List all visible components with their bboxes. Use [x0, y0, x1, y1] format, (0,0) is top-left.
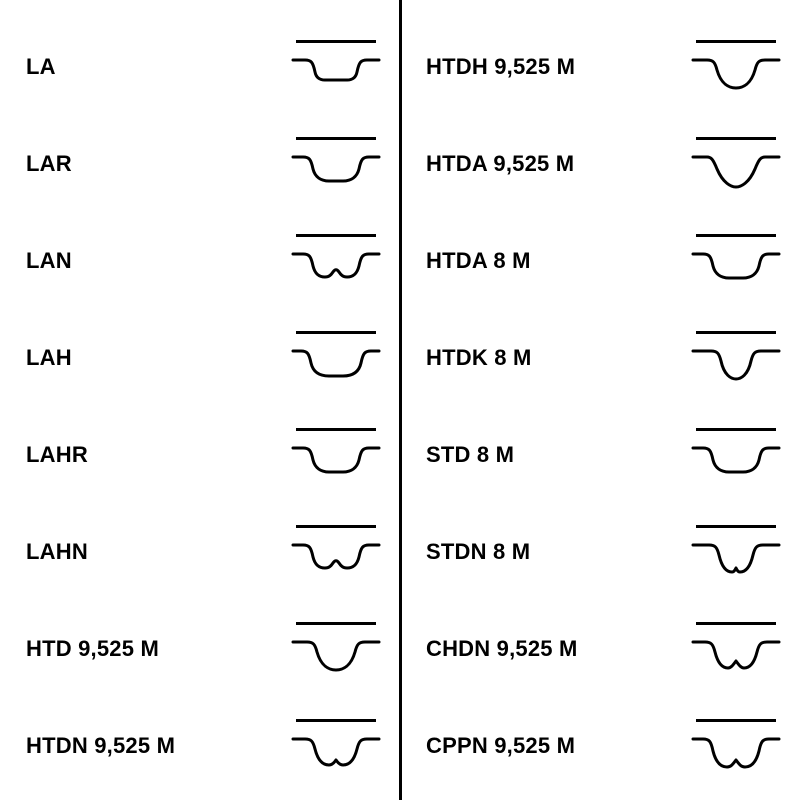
belt-back-line: [296, 137, 376, 140]
profile-glyph: [686, 613, 786, 685]
profile-row: LAN: [0, 212, 400, 309]
tooth-shape-icon: [291, 438, 381, 482]
tooth-shape-icon: [291, 341, 381, 385]
tooth-shape-icon: [291, 535, 381, 579]
belt-back-line: [696, 137, 776, 140]
profile-label: LAHN: [26, 539, 286, 565]
tooth-shape-icon: [691, 729, 781, 773]
profile-glyph: [686, 710, 786, 782]
profile-label: STD 8 M: [426, 442, 686, 468]
belt-back-line: [296, 622, 376, 625]
profile-glyph: [686, 322, 786, 394]
profile-glyph: [686, 128, 786, 200]
tooth-shape-icon: [691, 147, 781, 191]
profile-label: LAH: [26, 345, 286, 371]
profile-row: HTDH 9,525 M: [400, 18, 800, 115]
profile-glyph: [686, 419, 786, 491]
belt-back-line: [296, 525, 376, 528]
profile-glyph: [686, 516, 786, 588]
belt-profile-chart: LA LAR LAN LAH: [0, 0, 800, 800]
belt-back-line: [696, 622, 776, 625]
tooth-shape-icon: [691, 341, 781, 385]
belt-back-line: [696, 525, 776, 528]
profile-glyph: [286, 128, 386, 200]
profile-row: CPPN 9,525 M: [400, 697, 800, 794]
belt-back-line: [296, 40, 376, 43]
tooth-shape-icon: [691, 244, 781, 288]
profile-label: LA: [26, 54, 286, 80]
belt-back-line: [296, 719, 376, 722]
tooth-shape-icon: [691, 535, 781, 579]
profile-row: CHDN 9,525 M: [400, 600, 800, 697]
belt-back-line: [296, 331, 376, 334]
profile-row: LAHN: [0, 503, 400, 600]
profile-row: LAH: [0, 309, 400, 406]
left-column: LA LAR LAN LAH: [0, 0, 400, 800]
tooth-shape-icon: [291, 632, 381, 676]
profile-row: STD 8 M: [400, 406, 800, 503]
profile-label: HTDN 9,525 M: [26, 733, 286, 759]
belt-back-line: [296, 234, 376, 237]
right-column: HTDH 9,525 M HTDA 9,525 M HTDA 8 M HTDK …: [400, 0, 800, 800]
profile-label: LAR: [26, 151, 286, 177]
profile-glyph: [286, 31, 386, 103]
tooth-shape-icon: [291, 729, 381, 773]
profile-row: LA: [0, 18, 400, 115]
belt-back-line: [696, 331, 776, 334]
belt-back-line: [696, 428, 776, 431]
profile-row: HTDA 9,525 M: [400, 115, 800, 212]
profile-glyph: [286, 613, 386, 685]
profile-glyph: [686, 31, 786, 103]
profile-label: HTDH 9,525 M: [426, 54, 686, 80]
tooth-shape-icon: [291, 50, 381, 94]
profile-glyph: [286, 419, 386, 491]
belt-back-line: [696, 40, 776, 43]
column-divider: [399, 0, 402, 800]
tooth-shape-icon: [291, 244, 381, 288]
profile-label: CHDN 9,525 M: [426, 636, 686, 662]
profile-row: HTDK 8 M: [400, 309, 800, 406]
belt-back-line: [296, 428, 376, 431]
profile-row: HTDN 9,525 M: [0, 697, 400, 794]
profile-glyph: [686, 225, 786, 297]
profile-row: HTD 9,525 M: [0, 600, 400, 697]
profile-label: CPPN 9,525 M: [426, 733, 686, 759]
profile-label: STDN 8 M: [426, 539, 686, 565]
profile-glyph: [286, 710, 386, 782]
profile-label: HTD 9,525 M: [26, 636, 286, 662]
profile-row: LAR: [0, 115, 400, 212]
belt-back-line: [696, 719, 776, 722]
profile-row: LAHR: [0, 406, 400, 503]
profile-label: HTDA 8 M: [426, 248, 686, 274]
tooth-shape-icon: [691, 50, 781, 94]
profile-row: HTDA 8 M: [400, 212, 800, 309]
profile-label: HTDK 8 M: [426, 345, 686, 371]
profile-glyph: [286, 516, 386, 588]
profile-row: STDN 8 M: [400, 503, 800, 600]
profile-label: LAN: [26, 248, 286, 274]
tooth-shape-icon: [691, 438, 781, 482]
belt-back-line: [696, 234, 776, 237]
profile-label: LAHR: [26, 442, 286, 468]
profile-glyph: [286, 322, 386, 394]
tooth-shape-icon: [691, 632, 781, 676]
tooth-shape-icon: [291, 147, 381, 191]
profile-glyph: [286, 225, 386, 297]
profile-label: HTDA 9,525 M: [426, 151, 686, 177]
